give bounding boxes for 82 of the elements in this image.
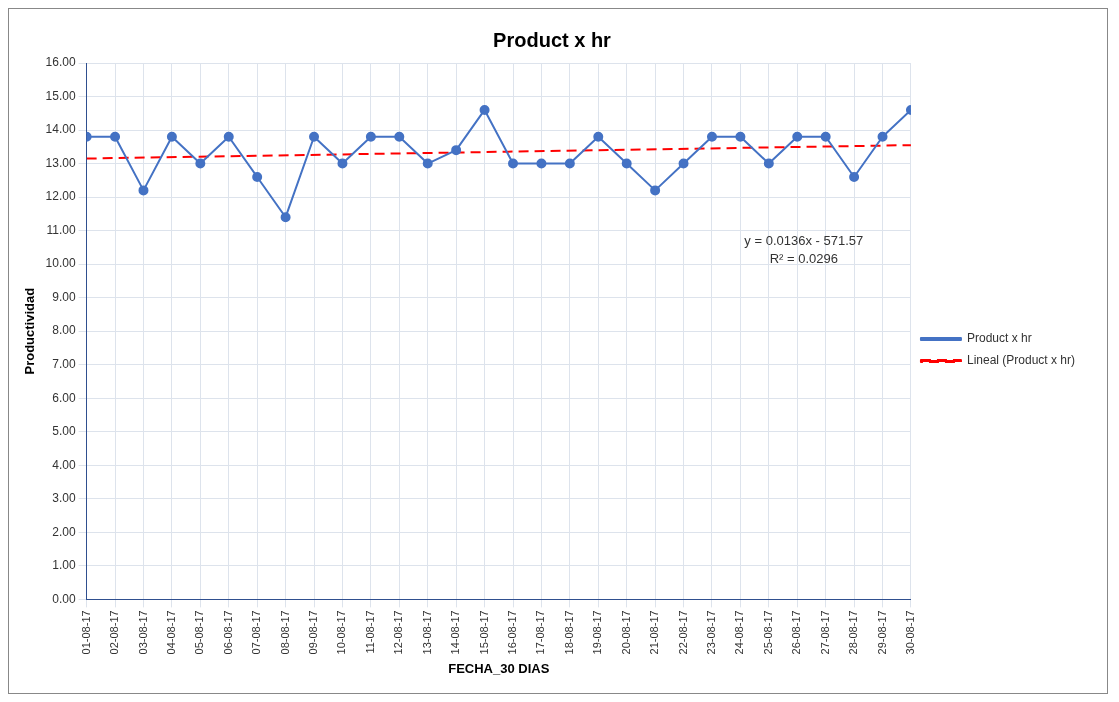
y-tick-label: 11.00 (46, 222, 76, 237)
point (564, 158, 575, 169)
point (849, 171, 860, 182)
point (877, 131, 888, 142)
y-tick-label: 4.00 (52, 457, 76, 472)
x-tick-label: 13-08-17 (420, 610, 433, 655)
point (451, 145, 462, 156)
x-tick-label: 17-08-17 (534, 610, 547, 655)
point (792, 131, 803, 142)
y-tick-label: 16.00 (45, 55, 76, 70)
point (280, 212, 291, 223)
point (536, 158, 547, 169)
point (650, 185, 661, 196)
y-tick-label: 1.00 (52, 558, 76, 573)
chart-title: Product x hr (493, 28, 612, 51)
x-tick-label: 04-08-17 (164, 610, 177, 655)
point (110, 131, 121, 142)
y-tick-label: 2.00 (52, 524, 76, 539)
x-tick-label: 06-08-17 (221, 610, 234, 655)
x-tick-label: 30-08-17 (903, 610, 916, 655)
point (706, 131, 717, 142)
point (422, 158, 433, 169)
point (309, 131, 320, 142)
y-tick-label: 13.00 (45, 155, 76, 170)
point (252, 171, 263, 182)
y-tick-label: 8.00 (52, 323, 76, 338)
y-tick-label: 15.00 (45, 88, 76, 103)
x-tick-label: 24-08-17 (733, 610, 746, 655)
y-axis-title: Productividad (22, 287, 38, 375)
point (763, 158, 774, 169)
y-tick-label: 5.00 (52, 424, 76, 439)
x-tick-label: 12-08-17 (392, 610, 405, 655)
x-tick-label: 25-08-17 (761, 610, 774, 655)
y-tick-label: 14.00 (45, 122, 76, 137)
y-tick-label: 7.00 (52, 357, 76, 372)
point (223, 131, 234, 142)
legend-label: Lineal (Product x hr) (966, 353, 1075, 368)
x-tick-label: 03-08-17 (136, 610, 149, 655)
y-tick-label: 9.00 (52, 289, 76, 304)
x-tick-label: 26-08-17 (790, 610, 803, 655)
x-tick-label: 22-08-17 (676, 610, 689, 655)
x-tick-label: 18-08-17 (562, 610, 575, 655)
legend-label: Product x hr (966, 331, 1032, 346)
y-tick-label: 12.00 (45, 189, 76, 204)
x-tick-label: 08-08-17 (278, 610, 291, 655)
y-tick-label: 0.00 (52, 591, 76, 606)
point (365, 131, 376, 142)
x-tick-label: 29-08-17 (875, 610, 888, 655)
x-tick-label: 23-08-17 (705, 610, 718, 655)
x-tick-label: 09-08-17 (307, 610, 320, 655)
x-tick-label: 14-08-17 (449, 610, 462, 655)
x-tick-label: 27-08-17 (818, 610, 831, 655)
point (394, 131, 405, 142)
x-tick-label: 20-08-17 (619, 610, 632, 655)
x-tick-label: 07-08-17 (250, 610, 263, 655)
annotation: y = 0.0136x - 571.57 (744, 233, 864, 249)
x-tick-label: 16-08-17 (506, 610, 519, 655)
point (593, 131, 604, 142)
x-tick-label: 11-08-17 (363, 610, 376, 654)
point (337, 158, 348, 169)
point (735, 131, 746, 142)
point (621, 158, 632, 169)
annotation: R² = 0.0296 (769, 251, 838, 267)
y-tick-label: 10.00 (45, 256, 76, 271)
x-tick-label: 21-08-17 (648, 610, 661, 655)
point (508, 158, 518, 169)
point (166, 131, 177, 142)
x-tick-label: 02-08-17 (108, 610, 121, 655)
point (138, 185, 149, 196)
x-tick-label: 15-08-17 (477, 610, 490, 655)
x-tick-label: 05-08-17 (193, 610, 206, 655)
x-tick-label: 28-08-17 (847, 610, 860, 655)
point (678, 158, 689, 169)
point (479, 104, 490, 115)
x-axis-title: FECHA_30 DIAS (448, 660, 550, 676)
point (820, 131, 831, 142)
y-tick-label: 6.00 (52, 390, 76, 405)
x-tick-label: 01-08-17 (79, 610, 92, 655)
y-tick-label: 3.00 (52, 491, 76, 506)
x-tick-label: 10-08-17 (335, 610, 348, 655)
x-tick-label: 19-08-17 (591, 610, 604, 655)
point (195, 158, 206, 169)
